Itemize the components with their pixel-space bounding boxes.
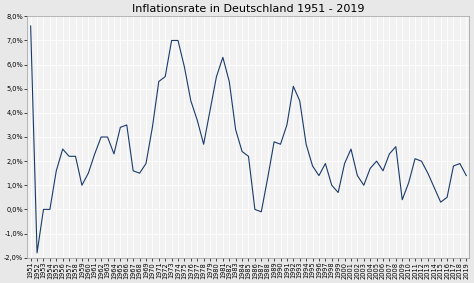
Title: Inflationsrate in Deutschland 1951 - 2019: Inflationsrate in Deutschland 1951 - 201… — [132, 4, 365, 14]
